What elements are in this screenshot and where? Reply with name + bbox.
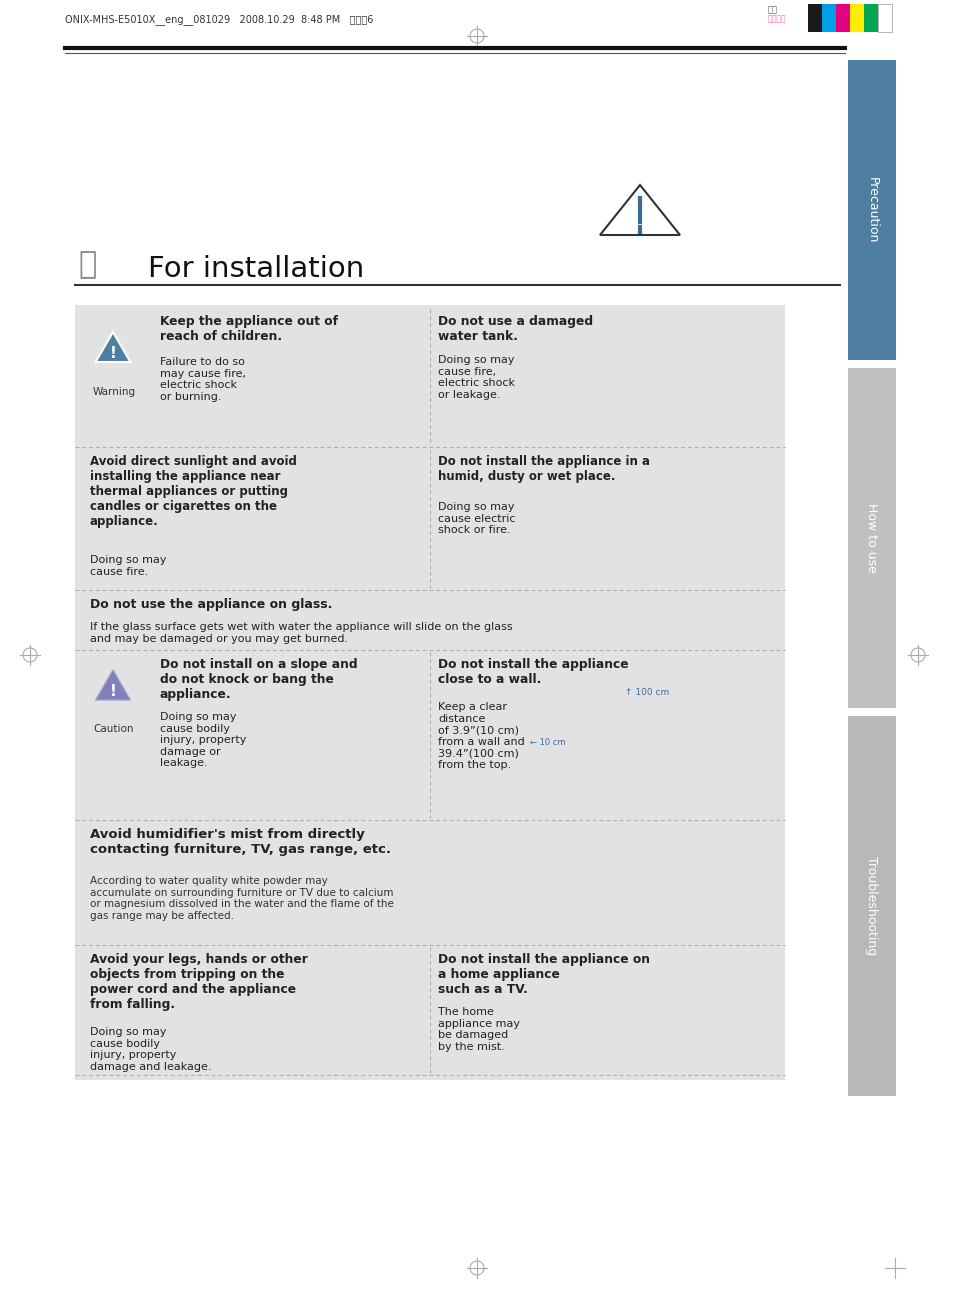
Bar xyxy=(847,60,895,360)
Bar xyxy=(75,305,784,1081)
Text: ← 10 cm: ← 10 cm xyxy=(530,738,565,747)
Text: Avoid direct sunlight and avoid
installing the appliance near
thermal appliances: Avoid direct sunlight and avoid installi… xyxy=(90,456,296,528)
Text: Keep a clear
distance
of 3.9”(10 cm)
from a wall and
39.4”(100 cm)
from the top.: Keep a clear distance of 3.9”(10 cm) fro… xyxy=(437,702,524,769)
Text: For installation: For installation xyxy=(148,255,364,284)
Bar xyxy=(847,368,895,708)
Text: !: ! xyxy=(110,684,116,700)
Text: Doing so may
cause fire,
electric shock
or leakage.: Doing so may cause fire, electric shock … xyxy=(437,355,515,399)
Text: The home
appliance may
be damaged
by the mist.: The home appliance may be damaged by the… xyxy=(437,1007,519,1052)
Text: ONIX-MHS-E5010X__eng__081029   2008.10.29  8:48 PM   페이즄6: ONIX-MHS-E5010X__eng__081029 2008.10.29 … xyxy=(65,14,373,25)
Text: Do not use a damaged
water tank.: Do not use a damaged water tank. xyxy=(437,315,593,343)
Text: 검정: 검정 xyxy=(767,5,778,14)
Text: Do not use the appliance on glass.: Do not use the appliance on glass. xyxy=(90,597,332,611)
Text: Do not install the appliance in a
humid, dusty or wet place.: Do not install the appliance in a humid,… xyxy=(437,456,649,483)
Text: ⛑: ⛑ xyxy=(78,249,96,278)
Polygon shape xyxy=(599,185,679,235)
Bar xyxy=(807,4,821,32)
Bar xyxy=(863,4,877,32)
Polygon shape xyxy=(95,332,131,362)
Text: Do not install the appliance
close to a wall.: Do not install the appliance close to a … xyxy=(437,658,628,685)
Bar xyxy=(847,716,895,1096)
Text: How to use: How to use xyxy=(864,503,878,572)
Text: Doing so may
cause fire.: Doing so may cause fire. xyxy=(90,555,167,576)
Polygon shape xyxy=(95,670,131,700)
Text: Doing so may
cause electric
shock or fire.: Doing so may cause electric shock or fir… xyxy=(437,502,515,536)
Text: Caution: Caution xyxy=(92,723,133,734)
Text: Keep the appliance out of
reach of children.: Keep the appliance out of reach of child… xyxy=(160,315,337,343)
Text: !: ! xyxy=(110,347,116,361)
Text: Doing so may
cause bodily
injury, property
damage and leakage.: Doing so may cause bodily injury, proper… xyxy=(90,1027,212,1071)
Bar xyxy=(821,4,835,32)
Text: Doing so may
cause bodily
injury, property
damage or
leakage.: Doing so may cause bodily injury, proper… xyxy=(160,712,246,768)
Text: According to water quality white powder may
accumulate on surrounding furniture : According to water quality white powder … xyxy=(90,876,394,920)
Bar xyxy=(835,4,849,32)
Text: ↑ 100 cm: ↑ 100 cm xyxy=(624,688,669,697)
Text: 사인만펜: 사인만펜 xyxy=(767,14,785,24)
Text: Avoid humidifier's mist from directly
contacting furniture, TV, gas range, etc.: Avoid humidifier's mist from directly co… xyxy=(90,829,391,856)
Bar xyxy=(849,4,863,32)
Text: Troubleshooting: Troubleshooting xyxy=(864,856,878,956)
Text: If the glass surface gets wet with water the appliance will slide on the glass
a: If the glass surface gets wet with water… xyxy=(90,622,512,643)
Text: Do not install on a slope and
do not knock or bang the
appliance.: Do not install on a slope and do not kno… xyxy=(160,658,357,701)
Text: Warning: Warning xyxy=(92,387,136,397)
Text: Avoid your legs, hands or other
objects from tripping on the
power cord and the : Avoid your legs, hands or other objects … xyxy=(90,953,308,1011)
Text: Do not install the appliance on
a home appliance
such as a TV.: Do not install the appliance on a home a… xyxy=(437,953,649,997)
Text: Failure to do so
may cause fire,
electric shock
or burning.: Failure to do so may cause fire, electri… xyxy=(160,357,246,402)
Bar xyxy=(877,4,891,32)
Text: Precaution: Precaution xyxy=(864,177,878,243)
